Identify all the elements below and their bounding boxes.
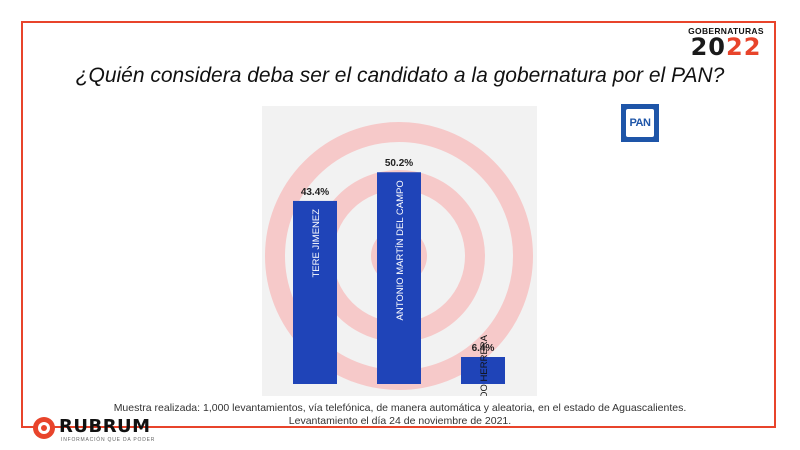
badge-label: GOBERNATURAS xyxy=(688,26,764,36)
slide-frame xyxy=(21,21,776,428)
data-label: 6.4% xyxy=(472,343,495,354)
chart-title: ¿Quién considera deba ser el candidato a… xyxy=(75,64,725,87)
category-label: ANTONIO MARTÍN DEL CAMPO xyxy=(395,180,406,320)
chart-area: 43.4% TERE JIMENEZ 50.2% ANTONIO MARTÍN DEL… xyxy=(262,106,537,396)
rubrum-wordmark: RUBRUM xyxy=(59,416,151,437)
category-label: FERNANDO HERRERA xyxy=(479,334,490,396)
pan-logo-text: PAN xyxy=(629,117,651,129)
category-label: TERE JIMENEZ xyxy=(311,209,322,278)
bar xyxy=(293,200,337,384)
pan-party-logo: PAN xyxy=(621,104,659,142)
bar xyxy=(377,172,421,384)
footnote-line-2: Levantamiento el día 24 de noviembre de … xyxy=(288,415,512,427)
gobernaturas-badge: GOBERNATURAS 2022 xyxy=(686,26,766,61)
data-label: 50.2% xyxy=(385,158,413,169)
footnote-line-1: Muestra realizada: 1,000 levantamientos,… xyxy=(113,402,687,414)
methodology-footnote: Muestra realizada: 1,000 levantamientos,… xyxy=(0,402,800,428)
badge-year: 2022 xyxy=(686,33,766,61)
bar-chart: 43.4% TERE JIMENEZ 50.2% ANTONIO MARTÍN DEL… xyxy=(265,122,533,396)
badge-year-part-1: 20 xyxy=(690,33,726,61)
rubrum-tagline: INFORMACIÓN QUE DA PODER xyxy=(61,437,156,443)
bar xyxy=(461,357,505,384)
target-icon xyxy=(33,417,55,439)
data-label: 43.4% xyxy=(301,187,329,198)
rubrum-logo: RUBRUM INFORMACIÓN QUE DA PODER xyxy=(33,415,163,445)
badge-year-part-2: 22 xyxy=(726,33,762,61)
